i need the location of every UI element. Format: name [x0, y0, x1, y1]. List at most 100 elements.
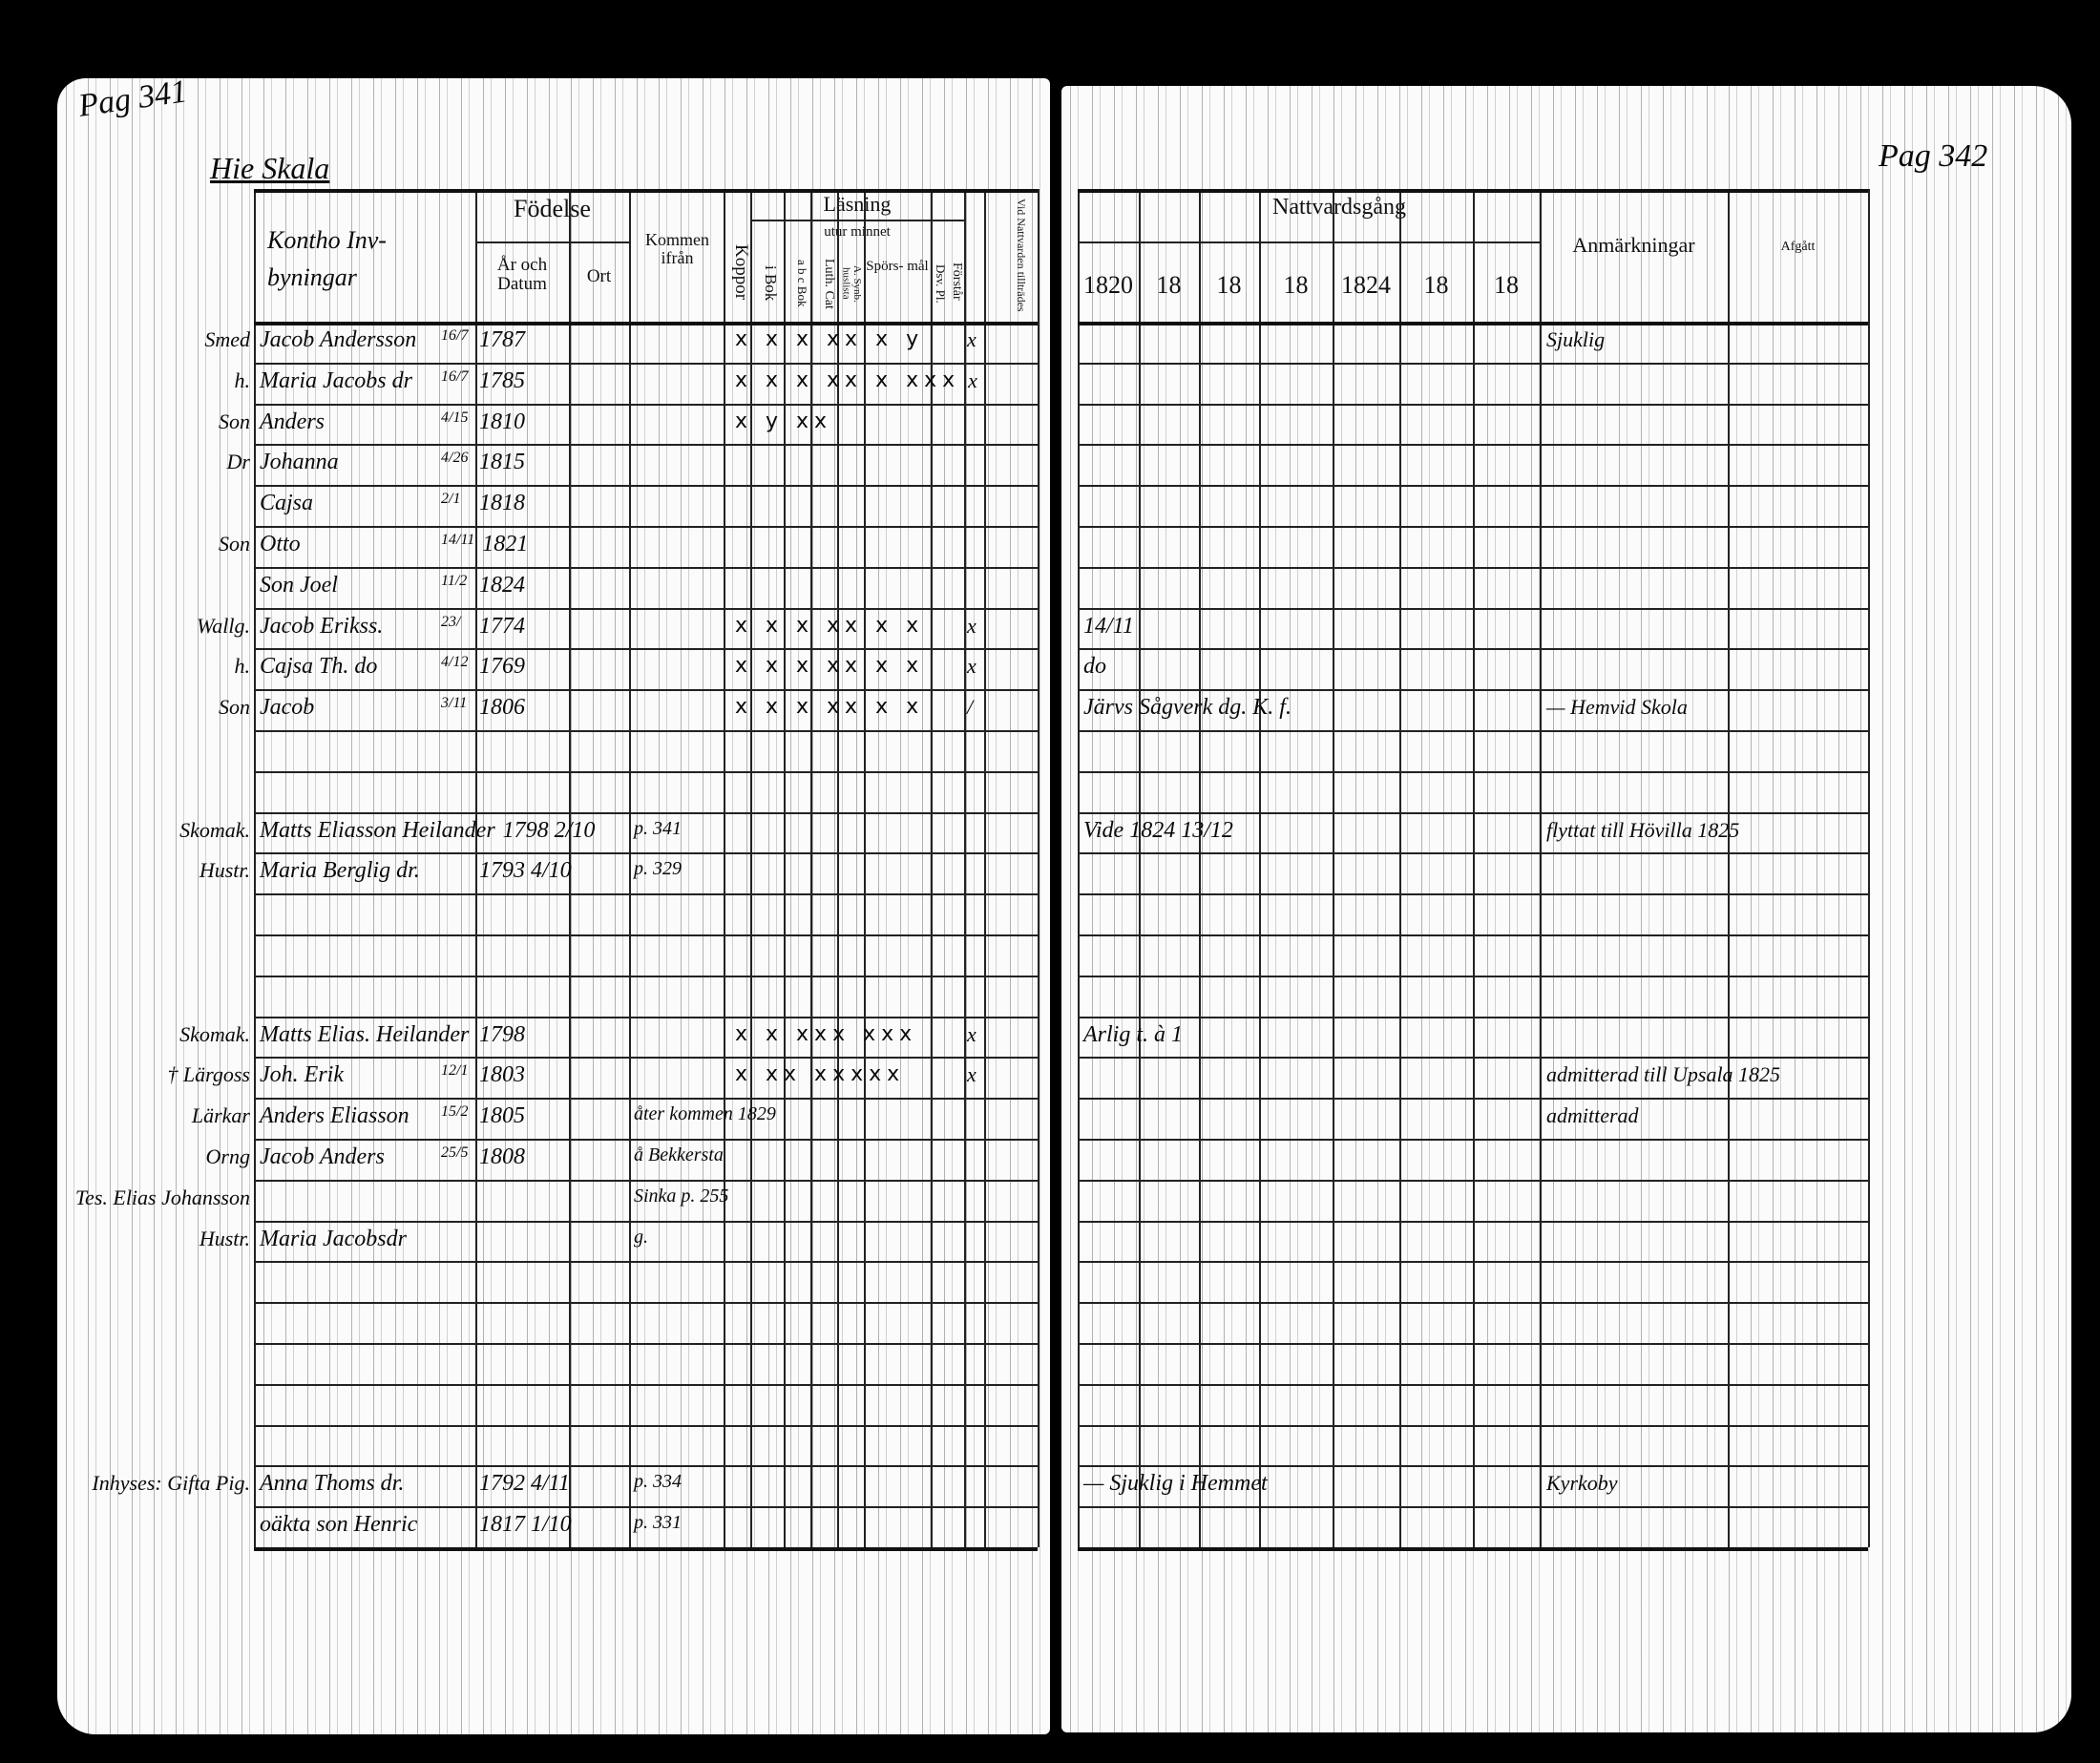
entry-day: 16/7	[441, 367, 469, 385]
entry-remarks: Kyrkoby	[1546, 1471, 1618, 1496]
nattvard-year-header: 18	[1494, 271, 1519, 299]
row-rule	[1078, 1057, 1868, 1060]
row-rule	[254, 526, 1038, 528]
entry-day: 14/11	[441, 532, 475, 548]
header-lasning: Läsning	[823, 192, 892, 216]
column-rule	[931, 189, 933, 1547]
entry-year: 1815	[479, 450, 525, 475]
entry-name: Anders Eliasson	[260, 1103, 410, 1129]
column-rule	[1139, 189, 1141, 1547]
header-koppor: Koppor	[731, 243, 751, 301]
entry-forstar: x	[967, 613, 976, 638]
entry-name: Son Joel	[260, 572, 338, 598]
header-top-rule	[1078, 189, 1868, 193]
entry-day: 23/	[441, 613, 461, 630]
entry-remarks: admitterad till Upsala 1825	[1546, 1062, 1781, 1087]
row-rule	[254, 689, 1038, 692]
name-column-heading: Kontho Inv- byningar	[267, 226, 387, 291]
entry-note: Son	[219, 532, 250, 556]
nattvard-year-header: 18	[1216, 271, 1242, 299]
entry-year: 1821	[482, 532, 529, 556]
column-rule	[1399, 189, 1401, 1547]
entry-day: 25/5	[441, 1144, 469, 1161]
left-page	[57, 78, 1050, 1734]
entry-forstar: x	[967, 1062, 976, 1087]
entry-forstar: x	[967, 654, 976, 679]
row-rule	[254, 1424, 1038, 1427]
column-rule	[750, 189, 752, 1547]
entry-marks: x x xxx xxx	[735, 1021, 918, 1046]
entry-name: Cajsa Th. do	[260, 654, 378, 680]
entry-remarks: admitterad	[1546, 1103, 1639, 1128]
header-nattvardsgang: Nattvardsgång	[1272, 195, 1406, 220]
header-vid-nattvarden: Vid Nattvarden tillträdes	[1015, 199, 1028, 312]
row-rule	[254, 730, 1038, 732]
entry-note: Son	[219, 695, 250, 720]
entry-marks: x x x xx x xxx	[735, 367, 961, 392]
entry-year: 1817 1/10	[479, 1512, 572, 1538]
header-dsv-pl: Dsv. Pl.	[934, 263, 948, 304]
entry-name: Anders	[260, 409, 325, 434]
entry-note: h.	[234, 367, 251, 392]
column-rule	[810, 189, 812, 1547]
entry-marks: x x x xx x y	[735, 327, 925, 351]
nattvard-year-header: 1824	[1341, 271, 1391, 299]
row-rule	[254, 1302, 1038, 1305]
row-rule	[1078, 1465, 1868, 1468]
entry-name: Maria Jacobs dr	[260, 367, 412, 393]
entry-year: 1818	[479, 491, 525, 516]
row-rule	[1078, 1302, 1868, 1305]
column-rule	[629, 189, 631, 1547]
row-rule	[1078, 485, 1868, 488]
entry-nattvard: 14/11	[1083, 613, 1134, 639]
column-rule	[569, 189, 571, 1547]
column-rule	[1333, 189, 1334, 1547]
row-rule	[1078, 648, 1868, 651]
entry-name: Maria Berglig dr.	[260, 858, 420, 884]
entry-came-from: p. 329	[634, 858, 682, 880]
header-luth-cat: Luth. Cat	[822, 258, 836, 309]
column-rule	[984, 189, 986, 1547]
row-rule	[254, 1139, 1038, 1141]
entry-marks: x x x xx x x	[735, 654, 925, 679]
row-rule	[254, 648, 1038, 651]
row-rule	[1078, 444, 1868, 447]
entry-nattvard: — Sjuklig i Hemmet	[1083, 1471, 1268, 1497]
row-rule	[254, 444, 1038, 447]
entry-name: Jacob Erikss.	[260, 613, 384, 639]
column-rule	[724, 189, 725, 1547]
row-rule	[1078, 1343, 1868, 1345]
row-rule	[254, 1016, 1038, 1018]
entry-note: Son	[219, 409, 250, 433]
entry-note: Hustr.	[199, 1226, 250, 1250]
entry-remarks: — Hemvid Skola	[1546, 695, 1688, 720]
entry-year: 1792 4/11	[479, 1471, 570, 1497]
entry-forstar: x	[968, 367, 977, 392]
row-rule	[1078, 1547, 1868, 1551]
entry-came-from: p. 331	[634, 1512, 682, 1534]
row-rule	[254, 1179, 1038, 1182]
column-rule	[1199, 189, 1201, 1547]
header-ort: Ort	[586, 266, 612, 286]
row-rule	[1078, 1179, 1868, 1182]
entry-name: Cajsa	[260, 491, 314, 516]
nattvard-year-header: 18	[1156, 271, 1182, 299]
entry-year: 1774	[479, 613, 525, 639]
header-forstar: Förstår	[950, 262, 964, 301]
row-rule	[254, 1383, 1038, 1386]
header-sub-rule	[1078, 241, 1540, 243]
nattvard-year-header: 18	[1423, 271, 1449, 299]
column-rule	[864, 189, 866, 1547]
entry-came-from: åter kommen 1829	[634, 1103, 776, 1125]
row-rule	[1078, 607, 1868, 610]
entry-year: 1793 4/10	[479, 858, 572, 884]
right-page	[1061, 86, 2071, 1732]
row-rule	[254, 893, 1038, 896]
entry-nattvard: Arlig t. à 1	[1083, 1021, 1184, 1047]
header-kommen-ifran: Kommen ifrån	[645, 230, 709, 267]
row-rule	[1078, 770, 1868, 773]
header-sub-rule	[475, 241, 629, 243]
entry-year: 1806	[479, 695, 525, 721]
entry-name: Maria Jacobsdr	[260, 1226, 407, 1251]
header-fodelse: Födelse	[514, 195, 591, 222]
